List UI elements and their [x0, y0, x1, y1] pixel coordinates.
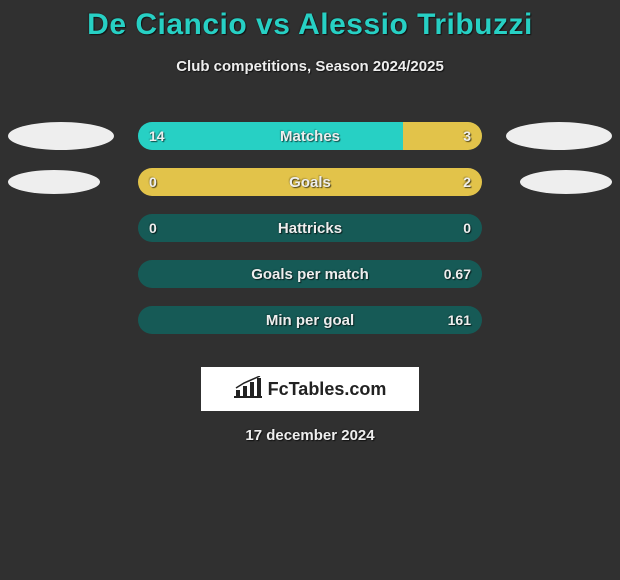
stat-bar: Min per goal161: [138, 306, 482, 334]
player-right-marker: [520, 170, 612, 194]
page-title: De Ciancio vs Alessio Tribuzzi: [0, 0, 620, 42]
stat-right-value: 161: [448, 306, 471, 334]
stat-label: Goals per match: [138, 260, 482, 288]
stat-row: Matches143: [0, 113, 620, 159]
stat-bar-right-fill: [403, 122, 482, 150]
stat-label: Min per goal: [138, 306, 482, 334]
stat-bar: Goals per match0.67: [138, 260, 482, 288]
stat-bar-left-fill: [138, 122, 403, 150]
stat-bar: Hattricks0 0: [138, 214, 482, 242]
date-label: 17 december 2024: [0, 427, 620, 444]
stat-bar: Goals0 2: [138, 168, 482, 196]
stat-right-value: 2: [463, 168, 471, 196]
stat-right-value: 0: [463, 214, 471, 242]
stat-left-value: 0: [149, 168, 157, 196]
comparison-card: De Ciancio vs Alessio Tribuzzi Club comp…: [0, 0, 620, 580]
stat-row: Goals0 2: [0, 159, 620, 205]
player-left-marker: [8, 122, 114, 150]
subtitle: Club competitions, Season 2024/2025: [0, 58, 620, 75]
stat-row: Hattricks0 0: [0, 205, 620, 251]
stat-row: Min per goal161: [0, 297, 620, 343]
stat-right-value: 0.67: [444, 260, 471, 288]
stats-container: Matches143Goals02Hattricks00Goals per ma…: [0, 113, 620, 343]
stat-label: Hattricks: [138, 214, 482, 242]
fctables-logo[interactable]: FcTables.com: [201, 367, 419, 411]
player-right-marker: [506, 122, 612, 150]
player-left-marker: [8, 170, 100, 194]
chart-icon: [234, 376, 262, 403]
stat-row: Goals per match0.67: [0, 251, 620, 297]
logo-text: FcTables.com: [268, 379, 387, 400]
stat-left-value: 0: [149, 214, 157, 242]
stat-label: Goals: [138, 168, 482, 196]
stat-bar: Matches143: [138, 122, 482, 150]
